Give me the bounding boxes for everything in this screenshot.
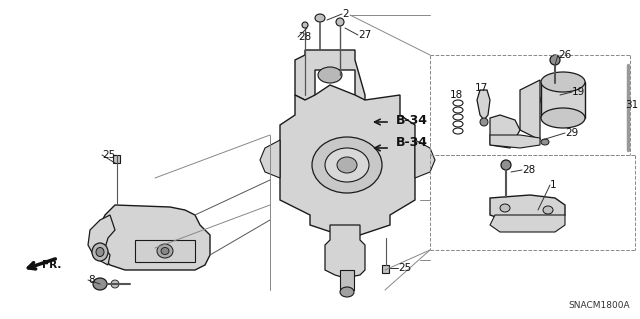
Ellipse shape — [111, 280, 119, 288]
Text: 25: 25 — [102, 150, 115, 160]
Polygon shape — [520, 80, 540, 140]
Text: 18: 18 — [450, 90, 463, 100]
Polygon shape — [415, 140, 435, 178]
Ellipse shape — [302, 22, 308, 28]
Ellipse shape — [501, 160, 511, 170]
Ellipse shape — [312, 137, 382, 193]
Text: 28: 28 — [522, 165, 535, 175]
Ellipse shape — [541, 72, 585, 92]
Polygon shape — [490, 135, 540, 148]
Text: 2: 2 — [342, 9, 349, 19]
Text: B-34: B-34 — [396, 114, 428, 127]
Polygon shape — [280, 85, 415, 235]
Polygon shape — [325, 225, 365, 278]
Text: 29: 29 — [565, 128, 579, 138]
Ellipse shape — [340, 287, 354, 297]
Ellipse shape — [336, 18, 344, 26]
Ellipse shape — [325, 148, 369, 182]
Text: 31: 31 — [625, 100, 638, 110]
Text: 26: 26 — [558, 50, 572, 60]
Bar — [113, 155, 120, 163]
Polygon shape — [477, 90, 490, 120]
Polygon shape — [100, 205, 210, 270]
Polygon shape — [490, 195, 565, 222]
Text: 27: 27 — [358, 30, 371, 40]
Ellipse shape — [318, 67, 342, 83]
Text: B-34: B-34 — [396, 136, 428, 149]
Polygon shape — [295, 50, 365, 100]
Text: 25: 25 — [398, 263, 412, 273]
Ellipse shape — [543, 206, 553, 214]
Bar — [382, 265, 389, 273]
Text: 17: 17 — [475, 83, 488, 93]
Polygon shape — [490, 115, 520, 148]
Text: 19: 19 — [572, 87, 585, 97]
Bar — [340, 270, 354, 290]
Polygon shape — [260, 140, 280, 178]
Text: FR.: FR. — [42, 260, 61, 270]
Polygon shape — [88, 215, 115, 265]
Ellipse shape — [541, 108, 585, 128]
Ellipse shape — [541, 82, 585, 118]
Ellipse shape — [161, 248, 169, 255]
Text: 28: 28 — [298, 32, 311, 42]
Ellipse shape — [157, 244, 173, 258]
Ellipse shape — [93, 278, 107, 290]
Text: SNACM1800A: SNACM1800A — [568, 301, 630, 310]
Ellipse shape — [500, 204, 510, 212]
Ellipse shape — [96, 248, 104, 256]
Ellipse shape — [480, 118, 488, 126]
Text: 1: 1 — [550, 180, 557, 190]
Ellipse shape — [541, 139, 549, 145]
Ellipse shape — [337, 157, 357, 173]
Bar — [135, 240, 195, 262]
Text: 8: 8 — [88, 275, 95, 285]
Polygon shape — [490, 215, 565, 232]
Ellipse shape — [92, 243, 108, 261]
Ellipse shape — [550, 55, 560, 65]
Ellipse shape — [315, 14, 325, 22]
Bar — [541, 82, 585, 118]
